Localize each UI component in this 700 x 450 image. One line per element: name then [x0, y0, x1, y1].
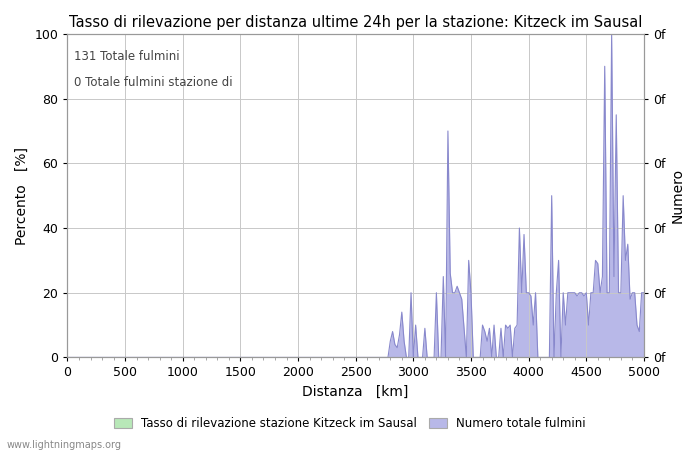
Y-axis label: Numero: Numero: [671, 168, 685, 223]
Legend: Tasso di rilevazione stazione Kitzeck im Sausal, Numero totale fulmini: Tasso di rilevazione stazione Kitzeck im…: [109, 413, 591, 435]
Text: www.lightningmaps.org: www.lightningmaps.org: [7, 440, 122, 450]
Text: 0 Totale fulmini stazione di: 0 Totale fulmini stazione di: [74, 76, 233, 89]
Title: Tasso di rilevazione per distanza ultime 24h per la stazione: Kitzeck im Sausal: Tasso di rilevazione per distanza ultime…: [69, 15, 643, 30]
Text: 131 Totale fulmini: 131 Totale fulmini: [74, 50, 180, 63]
Y-axis label: Percento   [%]: Percento [%]: [15, 147, 29, 245]
X-axis label: Distanza   [km]: Distanza [km]: [302, 385, 409, 399]
